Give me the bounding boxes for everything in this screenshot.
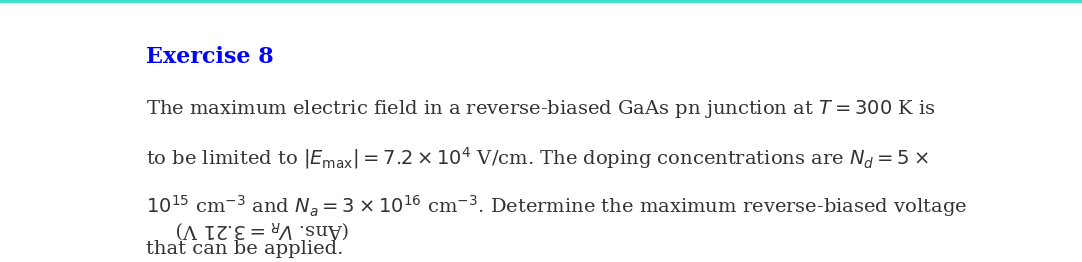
Text: to be limited to $|E_{\mathrm{max}}| = 7.2 \times 10^4$ V/cm. The doping concent: to be limited to $|E_{\mathrm{max}}| = 7… bbox=[146, 145, 929, 171]
Text: $10^{15}$ cm$^{-3}$ and $N_a = 3 \times 10^{16}$ cm$^{-3}$. Determine the maximu: $10^{15}$ cm$^{-3}$ and $N_a = 3 \times … bbox=[146, 193, 967, 219]
Text: Exercise 8: Exercise 8 bbox=[146, 46, 274, 68]
Text: The maximum electric field in a reverse-biased GaAs pn junction at $T = 300$ K i: The maximum electric field in a reverse-… bbox=[146, 98, 936, 120]
Text: that can be applied.: that can be applied. bbox=[146, 240, 349, 258]
Text: (Ans. $V_R = 3.21$ V): (Ans. $V_R = 3.21$ V) bbox=[175, 218, 349, 240]
